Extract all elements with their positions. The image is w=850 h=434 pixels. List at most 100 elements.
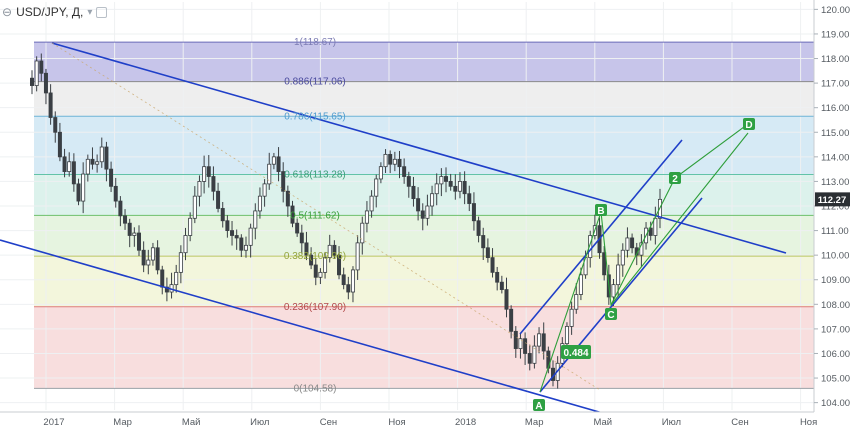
candle-body [230,230,235,236]
candle-body [192,195,197,219]
candle-body [155,247,160,271]
fib-label: 0.5(111.62) [290,210,340,221]
candle-body [406,176,411,187]
fib-zone [34,42,814,82]
dropdown-icon[interactable]: ▾ [87,6,93,18]
y-tick-label: 109.00 [821,275,850,286]
wave-label-box[interactable] [605,308,617,320]
candle-body [350,269,355,293]
fib-zone [34,174,814,216]
fib-label: 0.236(107.90) [284,302,346,313]
candle-body [532,345,537,364]
candle-body [285,190,290,207]
candle-body [150,247,155,261]
x-tick-label: Сен [320,417,337,428]
y-tick-label: 117.00 [821,79,849,90]
candle-body [234,235,239,239]
candle-body [360,222,365,244]
candle-body [239,237,244,251]
candle-body [113,185,118,202]
x-tick-label: 2017 [43,417,64,428]
candle-body [337,254,342,276]
candle-body [39,60,44,74]
wave-label-box[interactable] [595,204,607,216]
candle-body [309,254,314,266]
candle-body [318,271,323,278]
wave-label-text: 2 [672,174,678,185]
candle-body [402,166,407,177]
fib-label: 0.382(109.96) [284,251,346,262]
channel-lower-line[interactable] [0,239,607,415]
candle-body [467,193,472,204]
collapse-icon[interactable]: ⊖ [2,5,13,19]
candle-body [425,205,430,219]
settings-square-icon[interactable] [96,6,108,18]
candle-body [527,353,532,364]
fib-levels [34,41,814,389]
candle-body [430,193,435,207]
y-tick-label: 119.00 [821,29,849,40]
candle-body [364,210,369,224]
candle-body [341,274,346,286]
candle-body [481,235,486,249]
y-tick-label: 108.00 [821,300,850,311]
candle-body [53,117,58,133]
candle-body [537,333,542,347]
y-tick-label: 113.00 [821,177,849,188]
candle-body [611,284,616,298]
y-tick-label: 118.00 [821,54,849,65]
fork-lower-line[interactable] [539,197,703,393]
wave-label-box[interactable] [743,118,755,130]
candle-body [304,242,309,256]
candle-body [332,244,337,256]
candle-body [43,72,48,94]
candle-body [118,200,123,217]
y-tick-label: 104.00 [821,398,850,409]
fib-zone [34,256,814,307]
wave-label-box[interactable] [533,399,545,411]
candle-body [48,92,53,118]
candle-body [602,252,607,276]
y-tick-label: 115.00 [821,128,849,139]
x-tick-label: Май [182,417,201,428]
ratio-annotation-box[interactable] [561,345,591,359]
candle-body [253,210,258,229]
candle-body [290,205,295,224]
candle-body [569,308,574,327]
candle-body [146,259,151,266]
candle-body [29,77,34,86]
symbol-label[interactable]: USD/JPY, Д, [16,5,84,19]
current-price-text: 112.27 [818,195,847,206]
candle-body [281,171,286,192]
candle-body [523,338,528,354]
fork-upper-line[interactable] [519,139,683,335]
candle-body [248,227,253,246]
diagonal-trend-line[interactable] [51,42,601,391]
candle-body [141,249,146,266]
candle-body [448,181,453,187]
y-tick-label: 112.00 [821,202,849,213]
candle-body [174,271,179,286]
candle-body [211,176,216,192]
y-tick-label: 114.00 [821,152,849,163]
candle-body [299,232,304,244]
x-tick-label: Июл [662,417,681,428]
channel-upper-line[interactable] [51,42,787,254]
candle-body [355,242,360,271]
ratio-annotation-text: 0.484 [563,348,588,359]
wave-labels: A B C 2 D 0.484 [533,118,755,412]
candle-body [420,210,425,219]
drawing-tools [0,42,787,415]
candle-body [206,166,211,177]
fib-zone [34,215,814,257]
candle-body [313,264,318,278]
candle-body [383,153,388,168]
x-tick-label: Май [593,417,612,428]
candle-body [132,232,137,236]
projection-line[interactable] [610,132,749,306]
candle-body [453,185,458,192]
wave-label-box[interactable] [669,172,681,184]
